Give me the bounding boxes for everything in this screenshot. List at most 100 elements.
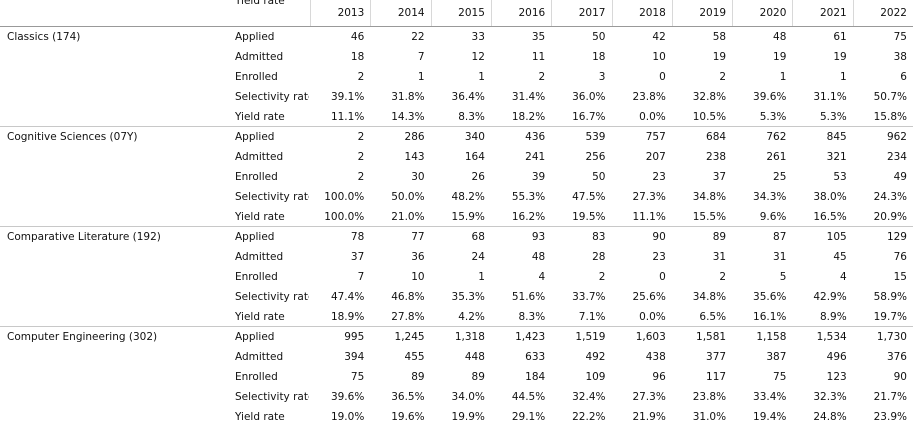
- cell-value: 31.4%: [511, 91, 546, 103]
- cell-value: 48: [531, 251, 546, 263]
- cell-value: 376: [886, 351, 907, 363]
- cell-value: 164: [464, 151, 485, 163]
- cell-value: 22: [411, 31, 425, 43]
- metric-label: Enrolled: [235, 71, 278, 83]
- cell-value: 387: [766, 351, 787, 363]
- metric-label: Applied: [235, 31, 275, 43]
- cell-value: 207: [645, 151, 666, 163]
- cell-value: 90: [893, 371, 907, 383]
- cell-value: 1,318: [454, 331, 485, 343]
- cell-value: 89: [411, 371, 425, 383]
- column-divider: [792, 0, 794, 27]
- cell-value: 46.8%: [391, 291, 425, 303]
- cell-value: 33.7%: [572, 291, 606, 303]
- year-header: 2017: [578, 7, 606, 19]
- cell-value: 32.8%: [692, 91, 727, 103]
- cell-value: 50: [592, 31, 606, 43]
- cell-value: 7.1%: [578, 311, 606, 323]
- cell-value: 448: [464, 351, 485, 363]
- cell-value: 36.0%: [572, 91, 606, 103]
- cell-value: 27.3%: [632, 191, 666, 203]
- cell-value: 129: [886, 231, 907, 243]
- cell-value: 38.0%: [813, 191, 847, 203]
- cell-value: 2: [719, 271, 727, 283]
- cell-value: 5: [779, 271, 787, 283]
- cell-value: 89: [471, 371, 485, 383]
- cell-value: 10: [652, 51, 666, 63]
- cell-value: 19: [773, 51, 787, 63]
- cell-value: 39: [531, 171, 546, 183]
- cell-value: 1,245: [394, 331, 425, 343]
- group-border: [0, 126, 913, 127]
- column-divider: [611, 0, 613, 27]
- cell-value: 15.5%: [692, 211, 727, 223]
- cell-value: 22.2%: [572, 411, 606, 423]
- cell-value: 1,581: [696, 331, 727, 343]
- metric-label: Yield rate: [235, 411, 285, 423]
- cell-value: 377: [706, 351, 727, 363]
- cell-value: 123: [826, 371, 847, 383]
- cell-value: 33.4%: [753, 391, 787, 403]
- metric-label: Enrolled: [235, 271, 278, 283]
- cell-value: 49: [893, 171, 907, 183]
- cell-value: 37: [350, 251, 365, 263]
- cell-value: 7: [357, 271, 365, 283]
- cell-value: 2: [357, 71, 365, 83]
- column-divider: [671, 0, 673, 27]
- metric-label: Admitted: [235, 51, 284, 63]
- column-divider: [732, 0, 734, 27]
- group-name: Classics (174): [7, 31, 81, 43]
- year-header: 2013: [337, 7, 365, 19]
- cell-value: 6: [900, 71, 907, 83]
- cell-value: 241: [525, 151, 546, 163]
- cell-value: 44.5%: [511, 391, 546, 403]
- cell-value: 25.6%: [632, 291, 666, 303]
- cell-value: 1: [779, 71, 787, 83]
- cell-value: 0.0%: [639, 311, 666, 323]
- cell-value: 10: [411, 271, 425, 283]
- cell-value: 845: [826, 131, 847, 143]
- group-name: Cognitive Sciences (07Y): [7, 131, 138, 143]
- cell-value: 436: [525, 131, 546, 143]
- group-border: [0, 326, 913, 327]
- metric-label: Selectivity rate: [235, 291, 309, 303]
- cell-value: 321: [826, 151, 847, 163]
- cell-value: 96: [652, 371, 666, 383]
- cell-value: 0.0%: [639, 111, 666, 123]
- cell-value: 762: [766, 131, 787, 143]
- cell-value: 633: [525, 351, 546, 363]
- column-divider: [551, 0, 553, 27]
- metric-label: Admitted: [235, 151, 284, 163]
- cell-value: 11.1%: [330, 111, 365, 123]
- cell-value: 19.0%: [330, 411, 365, 423]
- cell-value: 5.3%: [759, 111, 787, 123]
- cell-value: 18.9%: [330, 311, 365, 323]
- cell-value: 8.3%: [458, 111, 485, 123]
- group-name: Comparative Literature (192): [7, 231, 161, 243]
- cell-value: 18.2%: [511, 111, 546, 123]
- group-border: [0, 226, 913, 227]
- cell-value: 995: [344, 331, 365, 343]
- cell-value: 1,730: [876, 331, 907, 343]
- cell-value: 21.0%: [391, 211, 425, 223]
- cell-value: 19: [712, 51, 727, 63]
- cell-value: 18: [592, 51, 606, 63]
- cell-value: 757: [645, 131, 666, 143]
- cell-value: 37: [712, 171, 727, 183]
- cell-value: 394: [344, 351, 365, 363]
- cell-value: 1,158: [756, 331, 787, 343]
- cell-value: 23.8%: [692, 391, 727, 403]
- cell-value: 238: [706, 151, 727, 163]
- cell-value: 35.3%: [451, 291, 485, 303]
- cell-value: 47.4%: [330, 291, 365, 303]
- year-header: 2019: [699, 7, 727, 19]
- cell-value: 31.0%: [692, 411, 727, 423]
- cell-value: 36.5%: [391, 391, 425, 403]
- cell-value: 34.3%: [753, 191, 787, 203]
- cell-value: 75: [350, 371, 365, 383]
- cell-value: 93: [531, 231, 546, 243]
- header-label: Yield rate: [235, 0, 285, 7]
- cell-value: 23.9%: [873, 411, 907, 423]
- cell-value: 184: [525, 371, 546, 383]
- cell-value: 19.7%: [873, 311, 907, 323]
